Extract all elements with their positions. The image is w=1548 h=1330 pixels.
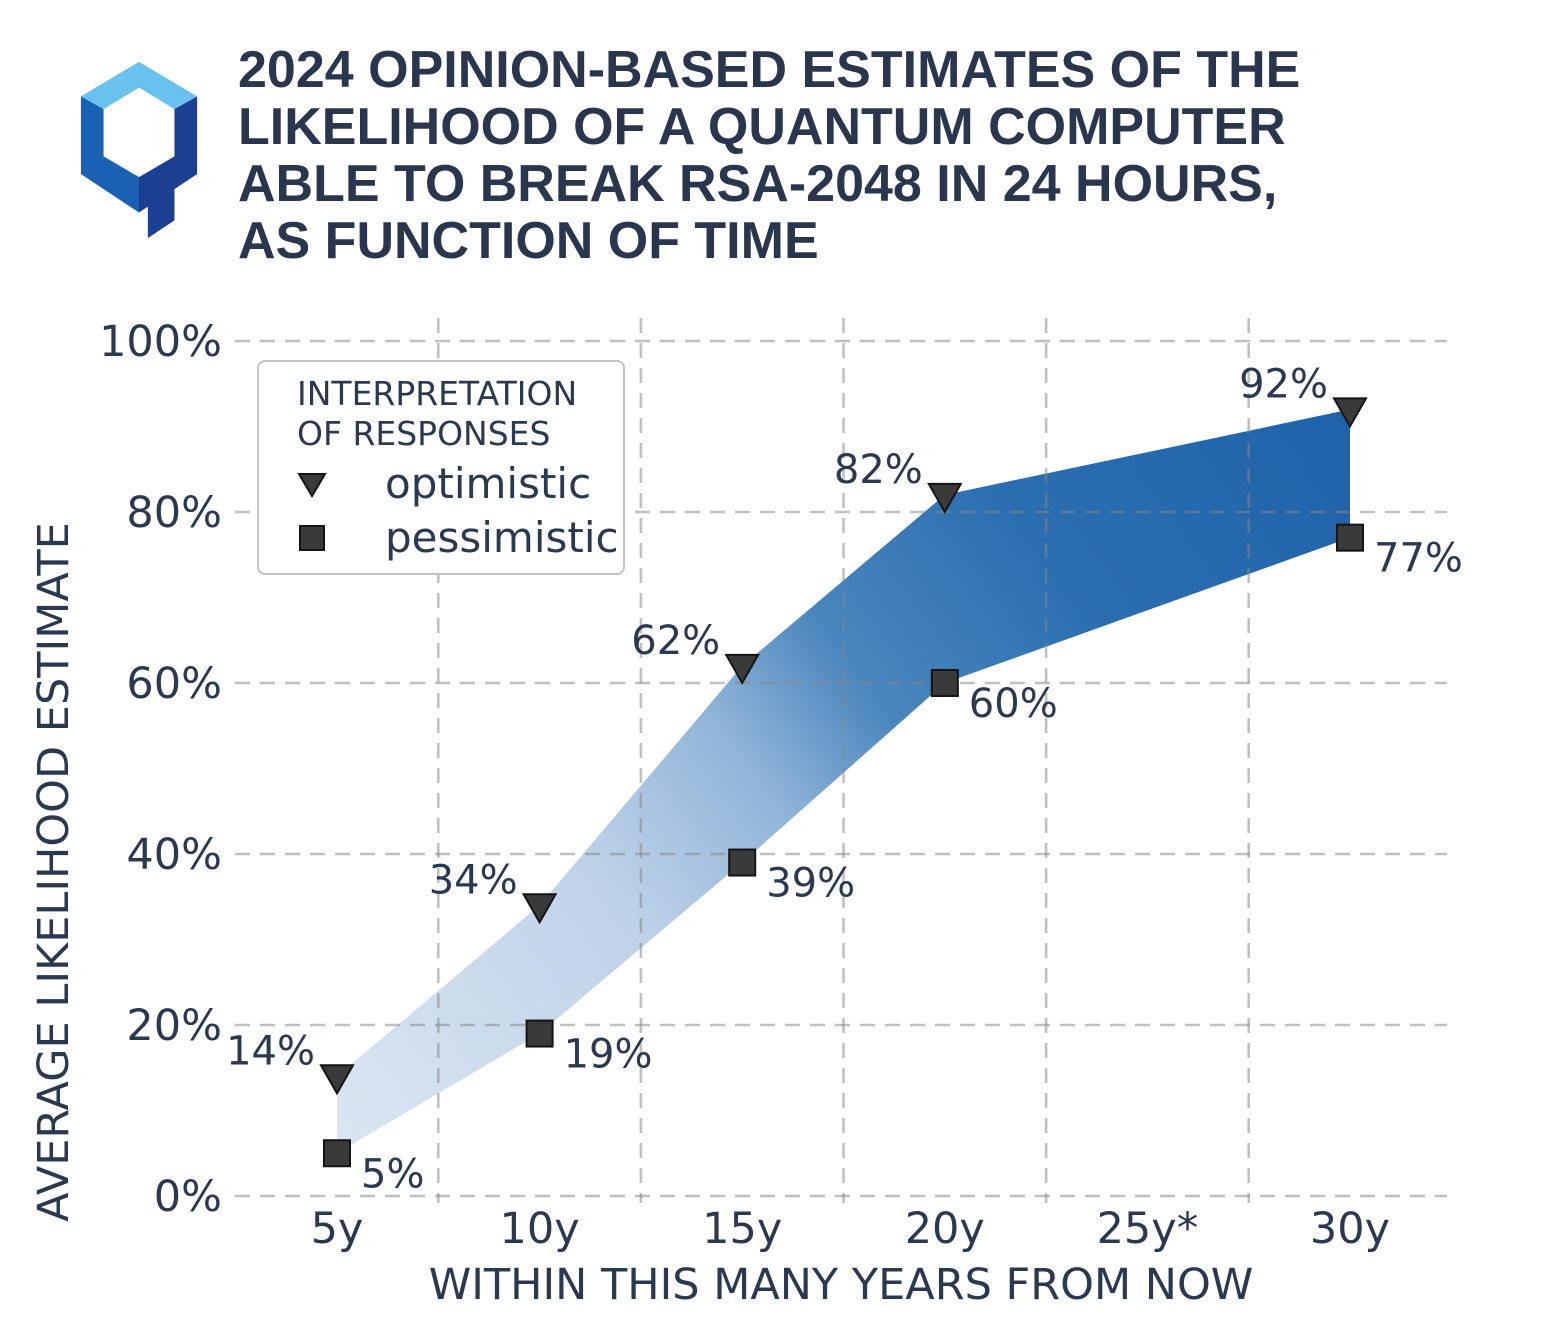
x-tick-label: 15y — [702, 1204, 782, 1254]
x-tick-label: 10y — [500, 1204, 580, 1254]
optimistic-data-label: 92% — [1239, 361, 1328, 407]
quantum-q-logo — [80, 61, 198, 239]
legend-title-line: OF RESPONSES — [297, 414, 551, 453]
title-line: ABLE TO BREAK RSA-2048 IN 24 HOURS, — [238, 155, 1278, 213]
pessimistic-data-label: 39% — [766, 861, 855, 907]
optimistic-marker — [1332, 397, 1368, 429]
title-line: AS FUNCTION OF TIME — [238, 212, 819, 270]
triangle-down-icon — [297, 473, 327, 498]
x-tick-label: 5y — [311, 1204, 364, 1254]
pessimistic-data-label: 5% — [361, 1151, 424, 1197]
y-axis-title: AVERAGE LIKELIHOOD ESTIMATE — [29, 522, 79, 1222]
logo-left-face — [80, 96, 139, 213]
y-tick-label: 20% — [126, 1001, 222, 1051]
pessimistic-data-label: 19% — [564, 1032, 653, 1078]
optimistic-marker — [927, 482, 963, 514]
y-tick-label: 60% — [126, 659, 222, 709]
pessimistic-marker — [930, 669, 959, 697]
x-tick-label: 30y — [1310, 1204, 1390, 1254]
pessimistic-marker — [1336, 523, 1364, 552]
title-line: LIKELIHOOD OF A QUANTUM COMPUTER — [238, 98, 1286, 156]
logo-q-tail — [147, 170, 175, 239]
optimistic-data-label: 34% — [429, 857, 518, 903]
optimistic-marker — [319, 1064, 355, 1096]
pessimistic-data-label: 60% — [969, 681, 1058, 727]
title-line: 2024 OPINION-BASED ESTIMATES OF THE — [238, 41, 1301, 99]
optimistic-marker — [724, 653, 760, 685]
x-tick-label: 25y* — [1097, 1204, 1199, 1254]
legend-label-optimistic: optimistic — [385, 459, 592, 508]
y-tick-label: 100% — [99, 317, 222, 367]
chart-legend: INTERPRETATION OF RESPONSES optimistic p… — [257, 360, 625, 575]
legend-item-optimistic: optimistic — [297, 459, 623, 508]
pessimistic-data-label: 77% — [1374, 536, 1463, 582]
legend-title-line: INTERPRETATION — [297, 374, 578, 413]
y-tick-label: 80% — [126, 488, 222, 538]
y-tick-label: 0% — [154, 1172, 222, 1222]
x-axis-title: WITHIN THIS MANY YEARS FROM NOW — [429, 1260, 1254, 1310]
pessimistic-marker — [525, 1019, 554, 1048]
optimistic-marker — [521, 893, 558, 925]
y-tick-label: 40% — [126, 830, 222, 880]
optimistic-data-label: 82% — [834, 447, 923, 493]
legend-item-pessimistic: pessimistic — [297, 513, 623, 562]
optimistic-data-label: 62% — [631, 618, 720, 664]
optimistic-data-label: 14% — [226, 1028, 315, 1074]
x-tick-label: 20y — [905, 1204, 985, 1254]
logo-top-face — [80, 61, 198, 110]
estimate-band — [337, 409, 1350, 1154]
pessimistic-marker — [728, 848, 757, 877]
legend-title: INTERPRETATION OF RESPONSES — [297, 374, 623, 454]
legend-label-pessimistic: pessimistic — [385, 513, 619, 562]
page-title: 2024 OPINION-BASED ESTIMATES OF THE LIKE… — [238, 42, 1498, 270]
pessimistic-marker — [323, 1139, 351, 1168]
square-icon — [299, 525, 325, 551]
